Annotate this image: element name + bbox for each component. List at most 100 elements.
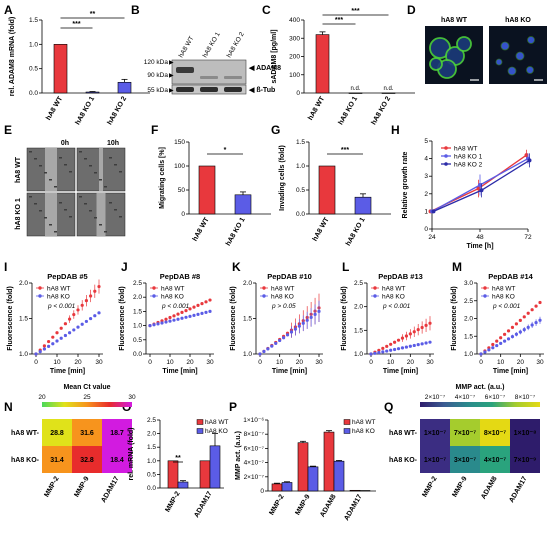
- chart-i-point: [76, 325, 80, 329]
- chart-m-point: [491, 342, 495, 347]
- chart-i-point: [84, 319, 88, 324]
- scratch-texture: [49, 224, 52, 226]
- chart-a-category-label: hA8 WT: [45, 95, 64, 122]
- chart-n-col-label: MMP-9: [73, 475, 90, 498]
- chart-m-y-tick-label: 3.0: [464, 280, 473, 287]
- scratch-gap: [45, 148, 57, 191]
- chart-m-point: [510, 334, 515, 339]
- chart-h-legend-label: hA8 KO 2: [454, 162, 483, 169]
- chart-j-legend-label: hA8 WT: [161, 286, 185, 293]
- cell-ko: [527, 36, 535, 44]
- chart-l-point: [404, 334, 408, 338]
- chart-k-point: [266, 347, 270, 351]
- chart-m-point: [522, 328, 526, 332]
- chart-q-scale-tick: 4×10⁻⁷: [455, 394, 476, 401]
- chart-k-title: PepDAB #10: [267, 272, 312, 281]
- cell-ko: [500, 41, 510, 51]
- panel-label-h: H: [391, 123, 400, 137]
- chart-j-y-tick-label: 2.5: [133, 280, 142, 287]
- chart-c-bar-0: [315, 34, 330, 94]
- chart-p-bar: [359, 490, 371, 492]
- chart-l-point: [373, 351, 377, 355]
- chart-h-legend-label: hA8 KO 1: [454, 154, 483, 161]
- chart-h-y-axis-label: Relative growth rate: [402, 151, 409, 218]
- chart-l-y-tick-label: 2.5: [354, 280, 363, 287]
- scratch-texture: [84, 158, 87, 160]
- chart-h-y-tick-label: 2: [424, 191, 428, 198]
- chart-l-point: [377, 348, 381, 352]
- scratch-texture: [54, 231, 57, 233]
- chart-j-x-tick-label: 20: [186, 359, 194, 366]
- chart-m-point: [503, 339, 507, 343]
- chart-m-point: [479, 352, 483, 356]
- chart-n-cell: [72, 446, 102, 473]
- scratch-texture: [94, 172, 97, 174]
- chart-j-point: [188, 314, 192, 318]
- scratch-texture: [29, 196, 32, 198]
- chart-m-point: [514, 332, 519, 336]
- chart-h-point: [431, 209, 436, 214]
- chart-n-color-scale: [42, 402, 132, 407]
- chart-j-x-tick-label: 30: [206, 359, 214, 366]
- chart-q-cell: [420, 419, 450, 446]
- scratch-gap: [96, 193, 106, 236]
- chart-m-x-tick-label: 30: [536, 359, 544, 366]
- chart-c-y-tick-label: 100: [289, 72, 300, 79]
- chart-i-y-tick-label: 1.5: [19, 316, 28, 323]
- chart-l-title: PepDAB #13: [378, 272, 423, 281]
- scratch-texture: [69, 216, 72, 218]
- blot-marker-arrow-icon: ▶: [169, 73, 174, 79]
- chart-i-point: [93, 314, 97, 318]
- chart-j-point: [176, 317, 180, 321]
- chart-k-p-value: p > 0.05: [271, 303, 296, 310]
- chart-k-point: [285, 333, 290, 337]
- scratch-texture: [49, 179, 52, 181]
- chart-q-scale-tick: 8×10⁻⁷: [515, 394, 536, 401]
- chart-p-legend-swatch: [343, 428, 351, 434]
- microscopy-label: hA8 WT: [441, 17, 468, 24]
- chart-f-y-tick-label: 0: [181, 211, 185, 218]
- chart-m-point: [491, 346, 495, 350]
- chart-a-bar-0: [53, 44, 68, 94]
- scratch-texture: [64, 209, 67, 211]
- chart-g-y-tick-label: 1.5: [296, 139, 305, 146]
- chart-q-row-label: hA8 KO-: [389, 457, 418, 464]
- chart-j-x-axis-label: Time [min]: [162, 368, 197, 375]
- chart-m-x-axis-label: Time [min]: [493, 368, 528, 375]
- chart-n-cell-value: 18.4: [110, 457, 124, 464]
- chart-a-y-tick-label: 1.0: [29, 41, 38, 48]
- cell-ko: [495, 58, 503, 66]
- chart-i-point: [55, 331, 59, 335]
- chart-p-y-tick-label: 0: [260, 488, 264, 495]
- chart-j-x-tick-label: 0: [148, 359, 152, 366]
- chart-i-point: [93, 289, 97, 293]
- cell-wt: [456, 36, 472, 52]
- chart-m-point: [499, 336, 503, 340]
- chart-i-x-tick-label: 30: [95, 359, 103, 366]
- chart-p-y-tick-label: 8×10⁻⁷: [244, 431, 265, 438]
- chart-j-point: [196, 312, 200, 316]
- panel-label-l: L: [342, 260, 349, 274]
- chart-k-point: [293, 327, 297, 331]
- chart-p-y-tick-label: 2×10⁻⁷: [244, 474, 265, 481]
- chart-c-y-tick-label: 200: [289, 54, 300, 61]
- chart-m-title: PepDAB #14: [488, 272, 533, 281]
- chart-m-x-tick-label: 0: [479, 359, 483, 366]
- blot-band-faint: [224, 76, 242, 79]
- chart-l-point: [416, 343, 420, 347]
- chart-h-legend-label: hA8 WT: [454, 146, 478, 153]
- chart-c-y-tick-label: 300: [289, 35, 300, 42]
- chart-q-row-label: hA8 WT-: [389, 430, 418, 437]
- chart-j-point: [164, 317, 168, 321]
- chart-l-point: [393, 340, 397, 344]
- chart-h-legend-marker: [444, 162, 448, 166]
- chart-q-col-label: ADAM8: [480, 475, 499, 500]
- chart-l-point: [400, 336, 405, 340]
- chart-l-point: [381, 350, 385, 354]
- chart-i-point: [97, 284, 101, 289]
- chart-k-x-tick-label: 30: [315, 359, 323, 366]
- chart-a-category-label: hA8 KO 2: [106, 95, 128, 126]
- scratch-texture: [29, 151, 32, 153]
- chart-j-point: [192, 305, 196, 309]
- chart-j-point: [208, 298, 212, 302]
